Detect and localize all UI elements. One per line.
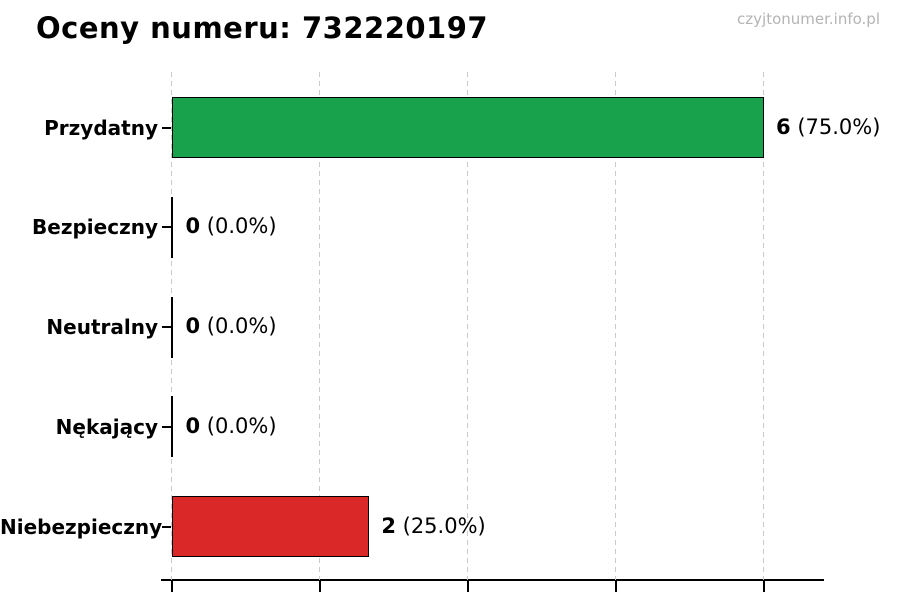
gridline <box>615 72 616 580</box>
value-label: 0 (0.0%) <box>186 413 277 439</box>
category-label: Nękający <box>55 414 158 439</box>
value-percentage: (0.0%) <box>200 314 277 339</box>
category-label: Bezpieczny <box>32 215 158 240</box>
watermark-text: czyjtonumer.info.pl <box>737 10 880 28</box>
x-axis-tick <box>318 581 321 592</box>
x-axis-tick <box>170 581 173 592</box>
y-axis-tick <box>162 226 171 229</box>
value-number: 0 <box>185 314 201 339</box>
value-percentage: (25.0%) <box>395 513 486 538</box>
chart-title: Oceny numeru: 732220197 <box>36 11 489 45</box>
value-percentage: (0.0%) <box>200 413 277 438</box>
value-label: 0 (0.0%) <box>186 213 277 239</box>
category-label: Niebezpieczny <box>0 514 163 539</box>
x-axis-tick <box>466 581 469 592</box>
value-label: 2 (25.0%) <box>381 513 485 539</box>
category-label: Przydatny <box>44 115 158 140</box>
category-label: Neutralny <box>46 315 158 340</box>
value-label: 0 (0.0%) <box>186 313 277 339</box>
gridline <box>319 72 320 580</box>
value-number: 6 <box>776 114 791 139</box>
bar-niebezpieczny <box>171 496 369 558</box>
x-axis-line <box>161 579 824 581</box>
value-number: 0 <box>185 214 201 239</box>
gridline <box>763 72 765 580</box>
bar-neutralny <box>170 296 173 358</box>
y-axis-tick <box>162 326 171 329</box>
x-axis-tick <box>762 581 765 592</box>
value-label: 6 (75.0%) <box>776 114 880 140</box>
value-number: 0 <box>185 413 201 438</box>
y-axis-tick <box>162 425 171 428</box>
value-number: 2 <box>381 513 396 538</box>
bar-nękający <box>170 396 173 458</box>
y-axis-tick <box>162 126 171 129</box>
bar-bezpieczny <box>170 196 173 258</box>
bar-przydatny <box>171 97 764 159</box>
value-percentage: (75.0%) <box>790 114 881 139</box>
x-axis-tick <box>614 581 617 592</box>
y-axis-tick <box>162 525 171 528</box>
value-percentage: (0.0%) <box>200 214 277 239</box>
gridline <box>467 72 468 580</box>
